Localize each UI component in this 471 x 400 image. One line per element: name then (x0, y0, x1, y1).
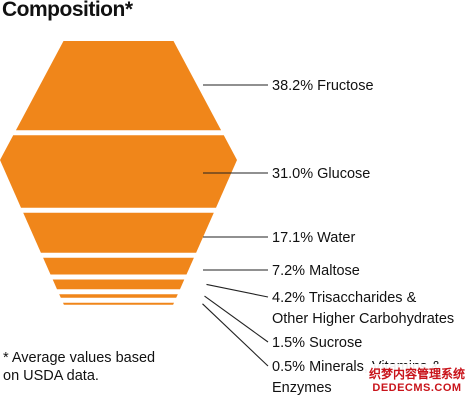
watermark-text-cn: 织梦内容管理系统 (368, 367, 465, 381)
segment-3 (43, 257, 194, 275)
leader-line-4 (206, 283, 269, 298)
segment-0 (15, 41, 222, 131)
footnote-line-2: on USDA data. (3, 368, 99, 384)
segment-1 (0, 135, 237, 208)
leader-line-6 (202, 303, 269, 367)
label-0-line-1: 38.2% Fructose (272, 78, 374, 94)
label-5-line-1: 1.5% Sucrose (272, 335, 362, 351)
label-4-line-1: 4.2% Trisaccharides & (272, 290, 417, 306)
watermark: 织梦内容管理系统 DEDECMS.COM (364, 364, 469, 398)
segment-5 (59, 294, 178, 298)
label-3-line-1: 7.2% Maltose (272, 263, 360, 279)
label-4-line-2: Other Higher Carbohydrates (272, 311, 454, 327)
segment-6 (63, 302, 174, 305)
label-6-line-2: Enzymes (272, 380, 332, 396)
watermark-text-domain: DEDECMS.COM (372, 382, 462, 394)
segment-2 (23, 212, 214, 253)
label-2-line-1: 17.1% Water (272, 230, 355, 246)
footnote: * Average values based on USDA data. (3, 349, 155, 385)
footnote-line-1: * Average values based (3, 350, 156, 366)
segment-4 (52, 279, 185, 290)
leader-line-5 (204, 295, 269, 343)
chart-title: Composition* (2, 0, 133, 21)
label-1-line-1: 31.0% Glucose (272, 166, 370, 182)
